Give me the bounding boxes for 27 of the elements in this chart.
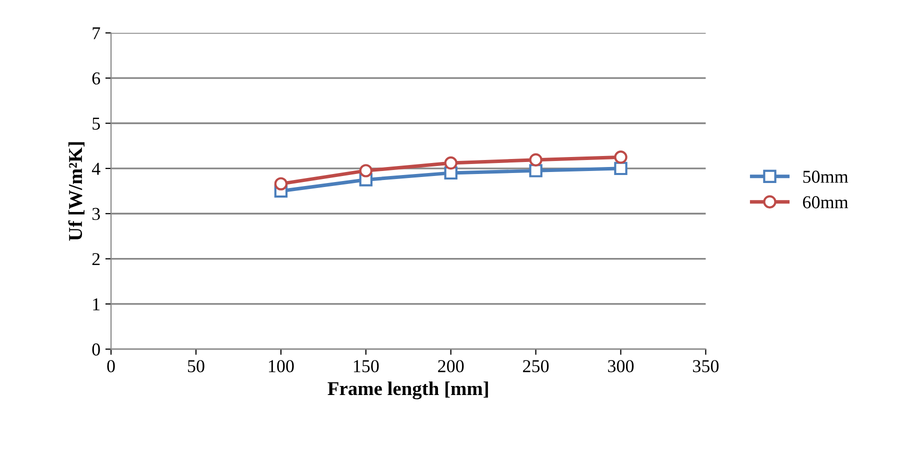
point [614, 162, 628, 176]
x-tick-label: 200 [438, 360, 464, 372]
x-tick-label: 50 [188, 360, 204, 372]
point [614, 150, 628, 164]
point [359, 164, 372, 178]
point [444, 156, 458, 170]
legend-label: 60mm [803, 196, 848, 208]
point [529, 153, 542, 166]
y-tick-label: 5 [92, 118, 100, 130]
y-tick-label: 6 [92, 72, 100, 85]
point [274, 177, 288, 190]
legend-label: 50mm [803, 170, 848, 183]
point [529, 164, 542, 178]
y-tick-label: 1 [93, 298, 100, 310]
y-tick-label: 2 [92, 253, 100, 266]
y-tick-label: 4 [92, 162, 100, 175]
x-axis-title: Frame length [mm] [328, 381, 488, 400]
y-tick-label: 0 [92, 343, 100, 356]
x-tick-label: 300 [608, 360, 634, 372]
x-tick-label: 250 [523, 360, 549, 372]
x-tick-label: 0 [107, 360, 115, 372]
x-tick-label: 150 [354, 360, 379, 372]
x-tick-label: 350 [693, 360, 719, 372]
y-tick-label: 3 [92, 208, 100, 220]
y-axis-title: Uf [W/m²K] [68, 142, 84, 241]
x-tick-label: 100 [268, 360, 294, 372]
y-tick-label: 7 [92, 27, 100, 40]
